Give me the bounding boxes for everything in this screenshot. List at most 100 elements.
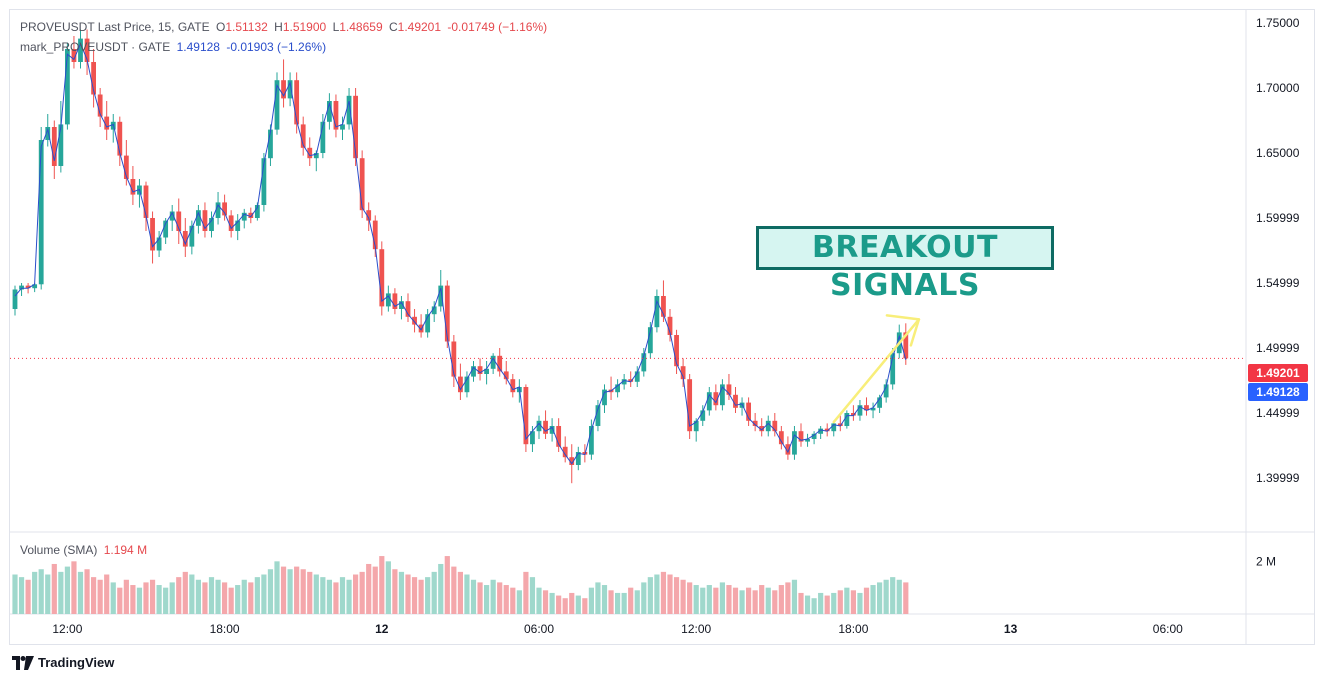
candle-body	[851, 413, 856, 416]
candle-body	[543, 420, 548, 434]
candle	[746, 397, 751, 426]
candle-body	[562, 446, 568, 458]
candle	[523, 384, 529, 452]
candle-body	[25, 285, 31, 289]
candle	[182, 218, 188, 257]
candle-body	[235, 220, 241, 231]
candle-body	[654, 296, 660, 328]
volume-bar	[307, 571, 313, 614]
candle-body	[418, 324, 424, 333]
volume-bar	[536, 587, 542, 614]
candle-body	[444, 285, 450, 342]
candle-body	[372, 220, 378, 250]
volume-bar	[575, 595, 581, 614]
candle-body	[772, 420, 778, 432]
volume-bar	[45, 574, 51, 614]
candle-body	[425, 314, 431, 333]
candle-body	[359, 158, 365, 211]
trend-arrow[interactable]	[832, 314, 921, 424]
candle-body	[877, 397, 882, 408]
volume-bar	[863, 587, 870, 614]
volume-bar	[176, 577, 182, 614]
trend-arrow-head	[909, 318, 921, 347]
time-axis[interactable]: 12:00 18:00 12 06:00 12:00 18:00 13 06:00	[52, 622, 1183, 636]
candle	[792, 426, 797, 460]
candle-body	[621, 379, 627, 385]
candle	[831, 420, 837, 437]
candle-body	[490, 355, 496, 369]
candle	[772, 413, 778, 437]
main-legend[interactable]: PROVEUSDT Last Price, 15, GATE O1.51132 …	[20, 20, 550, 34]
candle	[196, 205, 201, 234]
candle-body	[595, 405, 601, 426]
candle	[412, 309, 417, 333]
candle-body	[300, 124, 306, 148]
volume-bar	[870, 585, 876, 614]
volume-bar	[143, 582, 149, 614]
candle	[706, 387, 712, 416]
volume-bar	[523, 571, 529, 614]
candle	[241, 208, 247, 229]
volume-bar	[608, 590, 614, 614]
volume-legend[interactable]: Volume (SMA) 1.194 M	[20, 543, 150, 557]
breakout-signals-annotation[interactable]: BREAKOUT SIGNALS	[756, 226, 1054, 303]
volume-bar	[464, 574, 470, 614]
mark-legend-symbol: mark_PROVEUSDT · GATE	[20, 40, 171, 54]
last-price-tag: 1.49201	[1248, 364, 1308, 382]
candle-body	[903, 332, 909, 359]
volume-bar	[326, 579, 332, 614]
candle-body	[759, 426, 765, 432]
candle	[248, 207, 254, 224]
candle	[615, 379, 620, 398]
candle-body	[294, 80, 300, 125]
volume-bar	[51, 563, 57, 614]
candle-body	[12, 289, 18, 309]
volume-bar	[267, 569, 274, 614]
candle-body	[726, 384, 732, 395]
legend-high-label: H	[274, 20, 283, 34]
candle-body	[91, 62, 96, 95]
volume-bar	[719, 582, 725, 614]
candle	[340, 116, 345, 140]
mark-legend[interactable]: mark_PROVEUSDT · GATE 1.49128 -0.01903 (…	[20, 40, 329, 54]
volume-bar	[451, 566, 457, 614]
candle-body	[883, 384, 889, 398]
volume-bar	[818, 592, 824, 614]
candle	[641, 348, 647, 377]
candle-body	[202, 210, 208, 231]
candle-body	[811, 433, 817, 439]
candle-body	[680, 366, 686, 380]
candle	[667, 309, 673, 342]
candle	[530, 426, 535, 452]
volume-bar	[569, 592, 575, 614]
price-tick-label: 1.65000	[1256, 146, 1300, 160]
volume-bar	[189, 574, 195, 614]
volume-bar	[353, 574, 359, 614]
candle	[91, 49, 96, 108]
candle-body	[615, 384, 620, 393]
volume-bar	[215, 579, 221, 614]
candle-body	[150, 218, 155, 251]
candle-body	[556, 426, 562, 447]
volume-bar	[392, 569, 398, 614]
volume-bar	[837, 590, 843, 614]
candle	[628, 371, 634, 387]
volume-bar	[601, 585, 608, 614]
candle-body	[523, 387, 529, 445]
time-tick-label: 06:00	[524, 622, 554, 636]
volume-bar	[366, 563, 372, 614]
candle-body	[45, 127, 51, 140]
tradingview-branding[interactable]: TradingView	[12, 655, 114, 670]
time-tick-label: 12:00	[681, 622, 711, 636]
candle-body	[196, 210, 201, 226]
volume-bar	[772, 590, 778, 614]
volume-bar	[883, 579, 889, 614]
price-axis[interactable]: 1.75000 1.70000 1.65000 1.59999 1.54999 1.499…	[1256, 16, 1300, 568]
volume-bar	[549, 592, 555, 614]
legend-symbol: PROVEUSDT Last Price, 15, GATE	[20, 20, 210, 34]
volume-bar	[542, 590, 549, 614]
candle	[503, 361, 509, 385]
candle	[713, 384, 719, 411]
volume-bar	[739, 590, 745, 614]
